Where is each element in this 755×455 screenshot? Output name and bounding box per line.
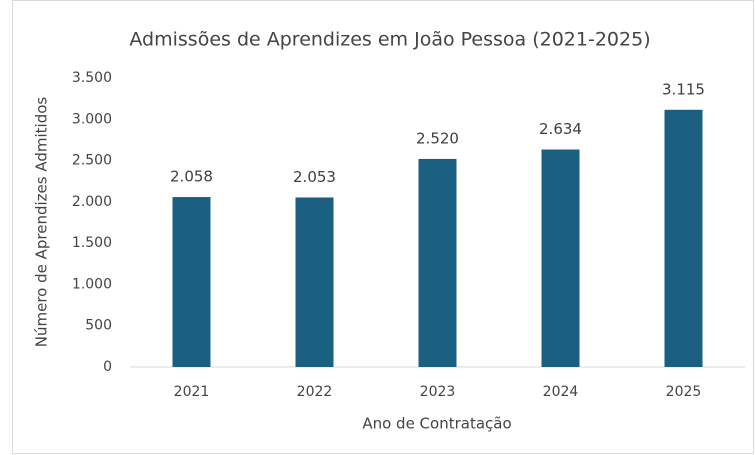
x-tick-label: 2025 (666, 384, 702, 400)
y-tick-label: 3.500 (72, 70, 112, 86)
data-label: 3.115 (662, 80, 705, 98)
y-axis-label: Número de Aprendizes Admitidos (33, 97, 51, 348)
data-label: 2.634 (539, 120, 582, 138)
data-label: 2.053 (293, 168, 336, 186)
y-tick-label: 1.000 (72, 276, 112, 292)
x-tick-label: 2022 (297, 384, 333, 400)
x-axis-label: Ano de Contratação (362, 415, 511, 433)
bar (541, 149, 580, 367)
x-tick-label: 2023 (420, 384, 456, 400)
bar (664, 109, 703, 367)
y-tick-label: 1.500 (72, 235, 112, 251)
y-tick-label: 2.000 (72, 194, 112, 210)
y-tick-label: 0 (103, 359, 112, 375)
chart-title: Admissões de Aprendizes em João Pessoa (… (129, 29, 650, 51)
bar (418, 158, 457, 367)
y-tick-label: 3.000 (72, 111, 112, 127)
chart-border (12, 0, 754, 454)
x-tick-label: 2021 (174, 384, 210, 400)
bar (172, 197, 211, 367)
y-tick-label: 2.500 (72, 153, 112, 169)
data-label: 2.058 (170, 168, 213, 186)
x-tick-label: 2024 (543, 384, 579, 400)
data-label: 2.520 (416, 129, 459, 147)
bar (295, 197, 334, 367)
y-tick-label: 500 (85, 318, 112, 334)
